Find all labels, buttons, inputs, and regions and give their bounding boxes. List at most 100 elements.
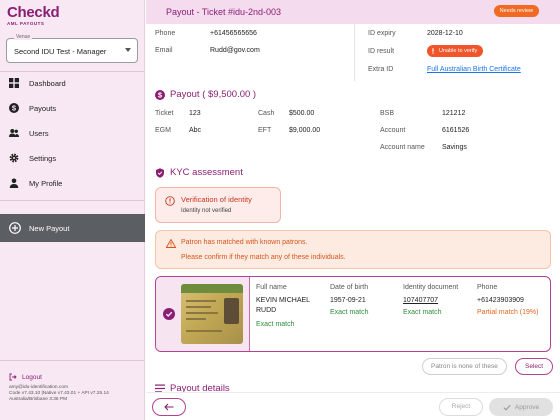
logout-button[interactable]: Logout: [9, 373, 109, 381]
extra-id-label: Extra ID: [368, 66, 394, 73]
identity-document-link[interactable]: 107407707: [403, 297, 439, 304]
svg-text:$: $: [12, 104, 17, 113]
column-divider: [354, 24, 355, 81]
dob-value: 1957-09-21: [330, 297, 366, 304]
reject-button[interactable]: Reject: [439, 398, 483, 416]
sidebar-item-payouts[interactable]: $ Payouts: [0, 97, 145, 119]
payout-details-header: Payout details: [155, 383, 230, 392]
patron-match-card[interactable]: Full name KEVIN MICHAEL RUDD Exact match…: [155, 276, 551, 352]
payout-section-header: $ Payout ( $9,500.00 ): [155, 89, 256, 100]
match-card-select-area[interactable]: [156, 277, 250, 351]
check-icon: [165, 311, 173, 317]
sidebar-item-dashboard[interactable]: Dashboard: [0, 72, 145, 94]
id-result-value: Unable to verify: [439, 48, 478, 54]
ticket-label: Ticket: [155, 110, 174, 117]
plus-circle-icon: [9, 222, 21, 234]
sidebar-item-label: Payouts: [29, 103, 57, 113]
error-icon: [165, 196, 175, 206]
select-button[interactable]: Select: [515, 358, 554, 375]
gear-icon: [9, 153, 19, 163]
license-band: [181, 284, 243, 293]
sidebar-item-users[interactable]: Users: [0, 122, 145, 144]
id-result-badge: Unable to verify: [427, 45, 484, 57]
logout-label: Logout: [22, 373, 42, 381]
sidebar-item-label: Dashboard: [29, 78, 66, 88]
chevron-down-icon: [125, 48, 131, 52]
page-title: Payout - Ticket #idu-2nd-003: [166, 7, 282, 17]
check-icon: [503, 404, 511, 411]
app-version: Code v7.43.10 |Native v7.43.01 + API v7.…: [9, 391, 109, 396]
full-name-value: KEVIN MICHAEL RUDD: [256, 297, 310, 314]
new-payout-button[interactable]: New Payout: [0, 214, 145, 242]
warning-line-2: Please confirm if they match any of thes…: [181, 254, 346, 261]
license-text-line: [186, 306, 211, 308]
sidebar-item-label: Users: [29, 128, 49, 138]
approve-label: Approve: [514, 403, 540, 411]
extra-id-link[interactable]: Full Australian Birth Certificate: [427, 66, 521, 73]
dashboard-icon: [9, 78, 19, 88]
action-footer: Reject Approve: [146, 392, 560, 420]
bsb-value: 121212: [442, 110, 466, 117]
verification-subtitle: Identity not verified: [181, 208, 232, 214]
email-label: Email: [155, 47, 173, 54]
back-button[interactable]: [152, 398, 186, 416]
license-text-line: [186, 300, 216, 302]
selected-check-icon[interactable]: [163, 308, 175, 320]
status-badge: Needs review: [493, 5, 539, 17]
account-name-label: Account name: [380, 144, 425, 151]
id-expiry-value: 2028-12-10: [427, 30, 463, 37]
new-payout-label: New Payout: [29, 223, 70, 233]
page-header: Payout - Ticket #idu-2nd-003 Needs revie…: [146, 0, 560, 24]
payout-title: Payout ( $9,500.00 ): [170, 89, 257, 100]
brand-logo: Checkd AML PAYOUTS: [7, 5, 60, 27]
venue-label: Venue: [14, 34, 33, 40]
alert-icon: [432, 48, 434, 54]
verification-title: Verification of identity: [181, 195, 252, 204]
sidebar-item-label: My Profile: [29, 178, 63, 188]
logout-icon: [9, 373, 17, 381]
patron-match-warning: Patron has matched with known patrons. P…: [155, 230, 551, 269]
sidebar-item-settings[interactable]: Settings: [0, 147, 145, 169]
account-name-value: Savings: [442, 144, 467, 151]
eft-value: $9,000.00: [289, 127, 321, 134]
license-text-line: [186, 330, 222, 332]
egm-value: Abc: [189, 127, 202, 134]
cash-value: $500.00: [289, 110, 315, 117]
license-text-line: [186, 312, 218, 314]
sidebar: Checkd AML PAYOUTS Venue Second IDU Test…: [0, 0, 145, 420]
dob-status: Exact match: [330, 309, 369, 316]
brand-sub: AML PAYOUTS: [7, 21, 45, 26]
id-document-image: [181, 284, 243, 344]
match-phone-value: +61423903909: [477, 297, 524, 304]
ticket-value: 123: [189, 110, 201, 117]
eft-label: EFT: [258, 127, 272, 134]
list-icon: [155, 384, 165, 392]
cash-label: Cash: [258, 110, 275, 117]
account-label: Account: [380, 127, 406, 134]
sidebar-item-my-profile[interactable]: My Profile: [0, 172, 145, 194]
logout-block: Logout amy@idu-identification.com Code v…: [9, 373, 109, 403]
match-phone-status: Partial match (19%): [477, 309, 539, 316]
bsb-label: BSB: [380, 110, 395, 117]
id-expiry-label: ID expiry: [368, 30, 396, 37]
sidebar-divider: [0, 360, 145, 361]
approve-button[interactable]: Approve: [489, 398, 553, 416]
payout-details-title: Payout details: [170, 383, 230, 392]
full-name-status: Exact match: [256, 321, 295, 328]
account-info: amy@idu-identification.com Code v7.43.10…: [9, 385, 109, 403]
users-icon: [9, 129, 19, 137]
id-result-label: ID result: [368, 48, 395, 55]
sidebar-divider: [0, 71, 145, 72]
kyc-title: KYC assessment: [170, 167, 243, 178]
verification-alert: Verification of identity Identity not ve…: [155, 187, 281, 223]
sidebar-divider: [0, 200, 145, 201]
patron-none-button[interactable]: Patron is none of these: [422, 358, 507, 375]
arrow-left-icon: [164, 403, 174, 411]
venue-select[interactable]: Venue Second IDU Test - Manager: [6, 34, 138, 63]
phone-label: Phone: [155, 30, 176, 37]
warning-icon: [166, 239, 176, 248]
dollar-icon: $: [9, 103, 19, 113]
phone-value: +61456565656: [210, 30, 257, 37]
kyc-section-header: KYC assessment: [155, 167, 243, 178]
person-icon: [9, 178, 19, 188]
